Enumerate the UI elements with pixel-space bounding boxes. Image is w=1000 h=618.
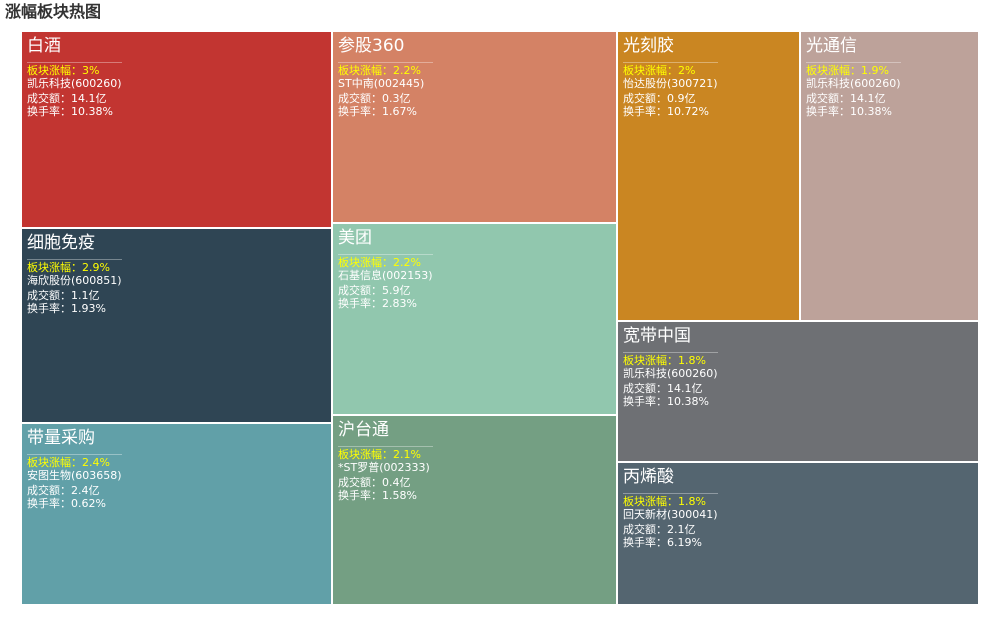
sector-info: 板块涨幅：1.9% 凯乐科技(600260) 成交额：14.1亿 换手率：10.38% bbox=[806, 62, 901, 119]
sector-info: 板块涨幅：2.2% 石基信息(002153) 成交额：5.9亿 换手率：2.83% bbox=[338, 254, 433, 311]
sector-name: 宽带中国 bbox=[623, 326, 691, 346]
trade-amount: 成交额：14.1亿 bbox=[623, 382, 703, 395]
sector-name: 沪台通 bbox=[338, 420, 389, 440]
sector-change: 板块涨幅：2% bbox=[623, 62, 718, 77]
turnover-rate: 换手率：10.72% bbox=[623, 105, 709, 118]
lead-stock: 凯乐科技(600260) bbox=[806, 77, 901, 90]
sector-name: 细胞免疫 bbox=[27, 233, 95, 253]
sector-change: 板块涨幅：1.9% bbox=[806, 62, 901, 77]
lead-stock: *ST罗普(002333) bbox=[338, 461, 430, 474]
turnover-rate: 换手率：1.67% bbox=[338, 105, 417, 118]
lead-stock: 石基信息(002153) bbox=[338, 269, 433, 282]
sector-name: 参股360 bbox=[338, 36, 405, 56]
turnover-rate: 换手率：1.93% bbox=[27, 302, 106, 315]
treemap-tile[interactable]: 白酒板块涨幅：3% 凯乐科技(600260) 成交额：14.1亿 换手率：10.38% bbox=[21, 31, 332, 228]
chart-title: 涨幅板块热图 bbox=[5, 2, 102, 21]
sector-change: 板块涨幅：1.8% bbox=[623, 493, 718, 508]
sector-name: 白酒 bbox=[27, 36, 61, 56]
trade-amount: 成交额：1.1亿 bbox=[27, 289, 100, 302]
sector-info: 板块涨幅：3% 凯乐科技(600260) 成交额：14.1亿 换手率：10.38% bbox=[27, 62, 122, 119]
sector-info: 板块涨幅：2.2% ST中南(002445) 成交额：0.3亿 换手率：1.67% bbox=[338, 62, 433, 119]
lead-stock: 海欣股份(600851) bbox=[27, 274, 122, 287]
turnover-rate: 换手率：2.83% bbox=[338, 297, 417, 310]
sector-change: 板块涨幅：2.4% bbox=[27, 454, 122, 469]
treemap-tile[interactable]: 光刻胶板块涨幅：2% 怡达股份(300721) 成交额：0.9亿 换手率：10.72% bbox=[617, 31, 800, 321]
sector-name: 丙烯酸 bbox=[623, 467, 674, 487]
sector-info: 板块涨幅：2.9% 海欣股份(600851) 成交额：1.1亿 换手率：1.93% bbox=[27, 259, 122, 316]
treemap-tile[interactable]: 沪台通板块涨幅：2.1% *ST罗普(002333) 成交额：0.4亿 换手率：1.5… bbox=[332, 415, 617, 605]
treemap-tile[interactable]: 丙烯酸板块涨幅：1.8% 回天新材(300041) 成交额：2.1亿 换手率：6.19… bbox=[617, 462, 979, 605]
sector-name: 带量采购 bbox=[27, 428, 95, 448]
sector-name: 光刻胶 bbox=[623, 36, 674, 56]
trade-amount: 成交额：5.9亿 bbox=[338, 284, 411, 297]
lead-stock: 回天新材(300041) bbox=[623, 508, 718, 521]
trade-amount: 成交额：14.1亿 bbox=[27, 92, 107, 105]
treemap-tile[interactable]: 带量采购板块涨幅：2.4% 安图生物(603658) 成交额：2.4亿 换手率：0.6… bbox=[21, 423, 332, 605]
turnover-rate: 换手率：10.38% bbox=[623, 395, 709, 408]
trade-amount: 成交额：0.9亿 bbox=[623, 92, 696, 105]
turnover-rate: 换手率：0.62% bbox=[27, 497, 106, 510]
sector-change: 板块涨幅：3% bbox=[27, 62, 122, 77]
sector-info: 板块涨幅：1.8% 回天新材(300041) 成交额：2.1亿 换手率：6.19% bbox=[623, 493, 718, 550]
sector-name: 美团 bbox=[338, 228, 372, 248]
trade-amount: 成交额：0.3亿 bbox=[338, 92, 411, 105]
sector-name: 光通信 bbox=[806, 36, 857, 56]
lead-stock: 凯乐科技(600260) bbox=[27, 77, 122, 90]
treemap-tile[interactable]: 宽带中国板块涨幅：1.8% 凯乐科技(600260) 成交额：14.1亿 换手率：10… bbox=[617, 321, 979, 462]
sector-change: 板块涨幅：1.8% bbox=[623, 352, 718, 367]
sector-change: 板块涨幅：2.9% bbox=[27, 259, 122, 274]
treemap-tile[interactable]: 光通信板块涨幅：1.9% 凯乐科技(600260) 成交额：14.1亿 换手率：10.… bbox=[800, 31, 979, 321]
lead-stock: 凯乐科技(600260) bbox=[623, 367, 718, 380]
lead-stock: 安图生物(603658) bbox=[27, 469, 122, 482]
trade-amount: 成交额：2.1亿 bbox=[623, 523, 696, 536]
trade-amount: 成交额：0.4亿 bbox=[338, 476, 411, 489]
lead-stock: ST中南(002445) bbox=[338, 77, 425, 90]
turnover-rate: 换手率：10.38% bbox=[27, 105, 113, 118]
trade-amount: 成交额：2.4亿 bbox=[27, 484, 100, 497]
treemap-tile[interactable]: 细胞免疫板块涨幅：2.9% 海欣股份(600851) 成交额：1.1亿 换手率：1.9… bbox=[21, 228, 332, 423]
turnover-rate: 换手率：10.38% bbox=[806, 105, 892, 118]
sector-info: 板块涨幅：2.4% 安图生物(603658) 成交额：2.4亿 换手率：0.62% bbox=[27, 454, 122, 511]
sector-change: 板块涨幅：2.2% bbox=[338, 62, 433, 77]
sector-change: 板块涨幅：2.2% bbox=[338, 254, 433, 269]
treemap-tile[interactable]: 参股360 板块涨幅：2.2% ST中南(002445) 成交额：0.3亿 换手率：1.… bbox=[332, 31, 617, 223]
turnover-rate: 换手率：1.58% bbox=[338, 489, 417, 502]
sector-change: 板块涨幅：2.1% bbox=[338, 446, 433, 461]
treemap-tile[interactable]: 美团板块涨幅：2.2% 石基信息(002153) 成交额：5.9亿 换手率：2.83% bbox=[332, 223, 617, 415]
trade-amount: 成交额：14.1亿 bbox=[806, 92, 886, 105]
sector-info: 板块涨幅：1.8% 凯乐科技(600260) 成交额：14.1亿 换手率：10.38% bbox=[623, 352, 718, 409]
sector-info: 板块涨幅：2.1% *ST罗普(002333) 成交额：0.4亿 换手率：1.58% bbox=[338, 446, 433, 503]
sector-info: 板块涨幅：2% 怡达股份(300721) 成交额：0.9亿 换手率：10.72% bbox=[623, 62, 718, 119]
turnover-rate: 换手率：6.19% bbox=[623, 536, 702, 549]
lead-stock: 怡达股份(300721) bbox=[623, 77, 718, 90]
